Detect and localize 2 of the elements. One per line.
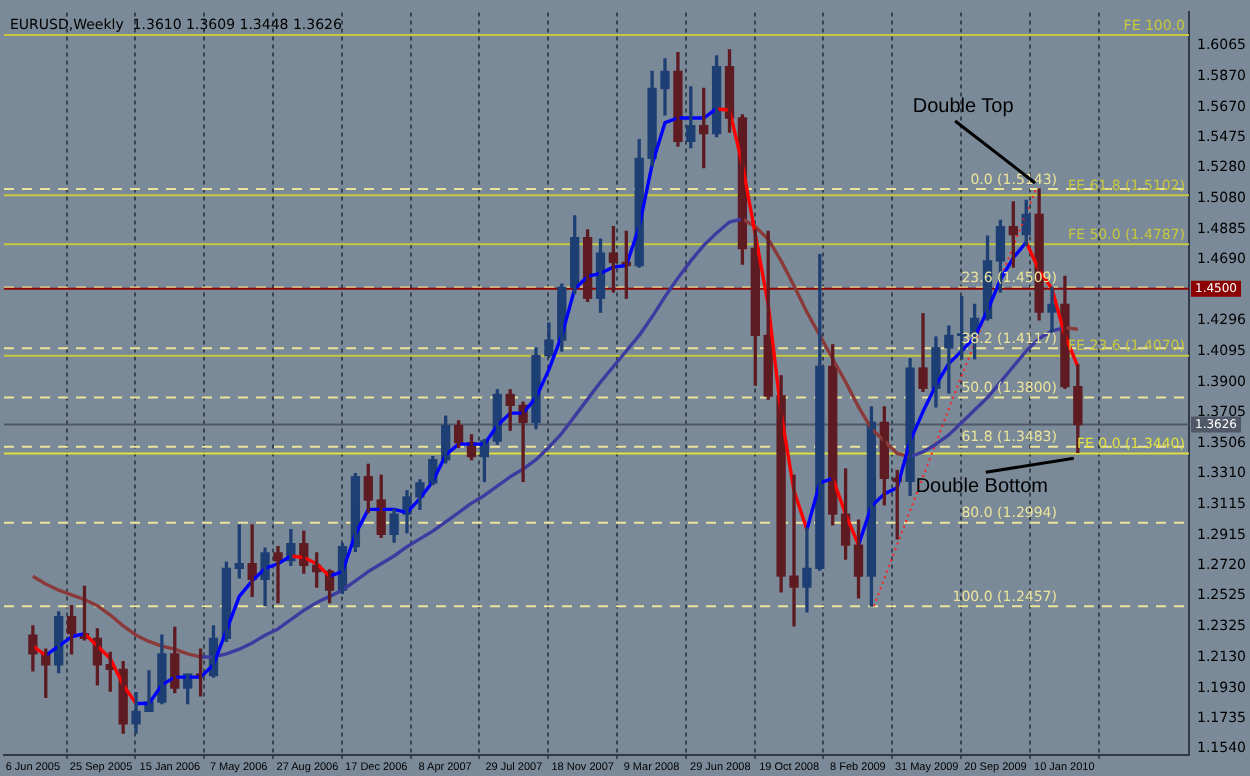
annotation: Double Top bbox=[912, 96, 1015, 119]
annotation: Double Bottom bbox=[915, 475, 1048, 498]
